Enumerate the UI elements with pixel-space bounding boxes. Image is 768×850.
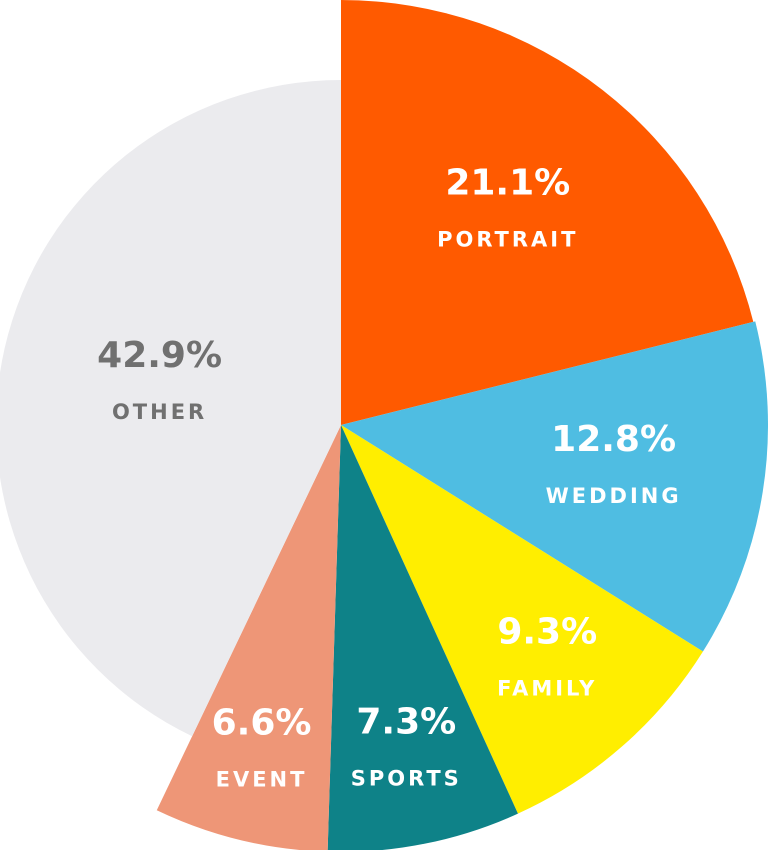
pie-slice <box>327 425 518 850</box>
slice-value-label: 21.1% <box>445 162 570 203</box>
pie-slice <box>0 80 341 737</box>
slice-value-label: 9.3% <box>497 611 597 652</box>
pie-slice <box>341 321 768 652</box>
pie-slice <box>341 0 754 425</box>
slice-value-label: 6.6% <box>212 702 312 743</box>
slice-category-label: OTHER <box>112 400 207 424</box>
slice-value-label: 42.9% <box>97 335 222 376</box>
slice-category-label: FAMILY <box>497 676 597 700</box>
slice-category-label: PORTRAIT <box>437 227 578 251</box>
slice-value-label: 7.3% <box>356 702 456 743</box>
slice-category-label: EVENT <box>216 767 308 791</box>
pie-slice <box>341 425 703 814</box>
pie-slice <box>156 425 341 850</box>
slice-value-label: 12.8% <box>551 419 676 460</box>
slice-category-label: WEDDING <box>546 484 682 508</box>
slice-category-label: SPORTS <box>351 767 462 791</box>
